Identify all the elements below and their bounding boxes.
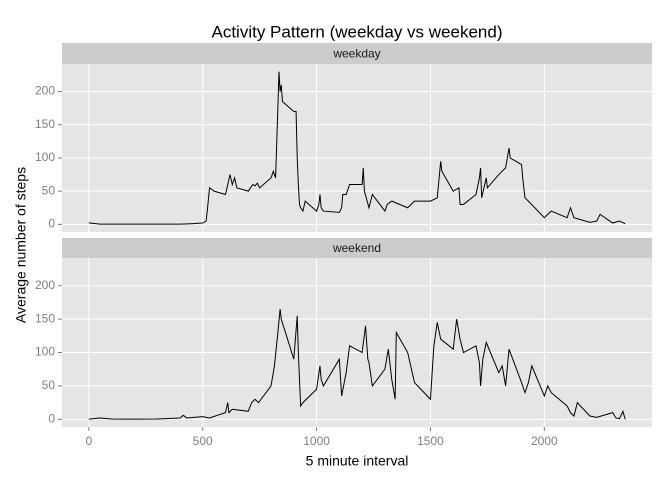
y-tick-label: 150	[35, 117, 55, 131]
series-line	[88, 71, 626, 225]
y-tick-label: 150	[35, 311, 55, 325]
x-tick-label: 500	[193, 434, 213, 448]
y-tick-label: 0	[48, 217, 55, 231]
x-tick-label: 2000	[531, 434, 558, 448]
y-axis-label: Average number of steps	[13, 167, 29, 323]
y-tick-label: 0	[48, 411, 55, 425]
strip-label: weekend	[332, 241, 381, 255]
y-tick-label: 50	[42, 183, 56, 197]
strip	[62, 238, 652, 258]
y-tick-label: 100	[35, 150, 55, 164]
x-axis-label: 5 minute interval	[306, 453, 409, 469]
x-tick-label: 1000	[303, 434, 330, 448]
strip-label: weekday	[332, 47, 380, 61]
x-tick-label: 1500	[417, 434, 444, 448]
panel	[62, 64, 652, 232]
y-tick-label: 100	[35, 345, 55, 359]
y-tick-label: 200	[35, 278, 55, 292]
x-tick-label: 0	[85, 434, 92, 448]
chart-title: Activity Pattern (weekday vs weekend)	[211, 22, 502, 41]
series-line	[88, 309, 626, 420]
y-tick-label: 50	[42, 378, 56, 392]
y-tick-label: 200	[35, 84, 55, 98]
panel	[62, 258, 652, 427]
strip	[62, 43, 652, 64]
